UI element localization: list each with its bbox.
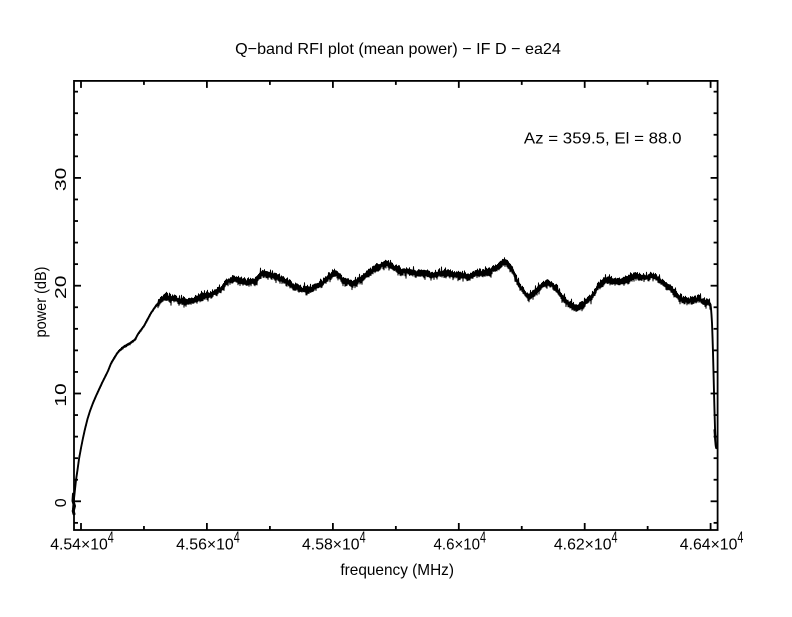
svg-text:10: 10 xyxy=(53,383,70,407)
svg-text:frequency (MHz): frequency (MHz) xyxy=(340,562,454,579)
svg-text:power (dB): power (dB) xyxy=(33,267,50,338)
svg-text:4.64×10: 4.64×10 xyxy=(680,537,738,554)
svg-text:Q−band RFI plot (mean power) −: Q−band RFI plot (mean power) − IF D − ea… xyxy=(235,41,561,58)
svg-text:4: 4 xyxy=(360,530,366,547)
svg-text:4.56×10: 4.56×10 xyxy=(176,537,234,554)
svg-text:4: 4 xyxy=(612,530,618,547)
svg-text:4.58×10: 4.58×10 xyxy=(302,537,360,554)
svg-text:4: 4 xyxy=(737,530,743,547)
svg-text:20: 20 xyxy=(53,275,70,299)
svg-text:4: 4 xyxy=(234,530,240,547)
svg-text:4.6×10: 4.6×10 xyxy=(434,537,481,554)
svg-text:4.62×10: 4.62×10 xyxy=(554,537,612,554)
svg-text:4: 4 xyxy=(480,530,486,547)
svg-text:4: 4 xyxy=(108,530,114,547)
svg-text:Az = 359.5, El = 88.0: Az = 359.5, El = 88.0 xyxy=(524,131,682,148)
svg-text:30: 30 xyxy=(53,168,70,192)
svg-text:0: 0 xyxy=(53,498,70,507)
svg-text:4.54×10: 4.54×10 xyxy=(50,537,108,554)
